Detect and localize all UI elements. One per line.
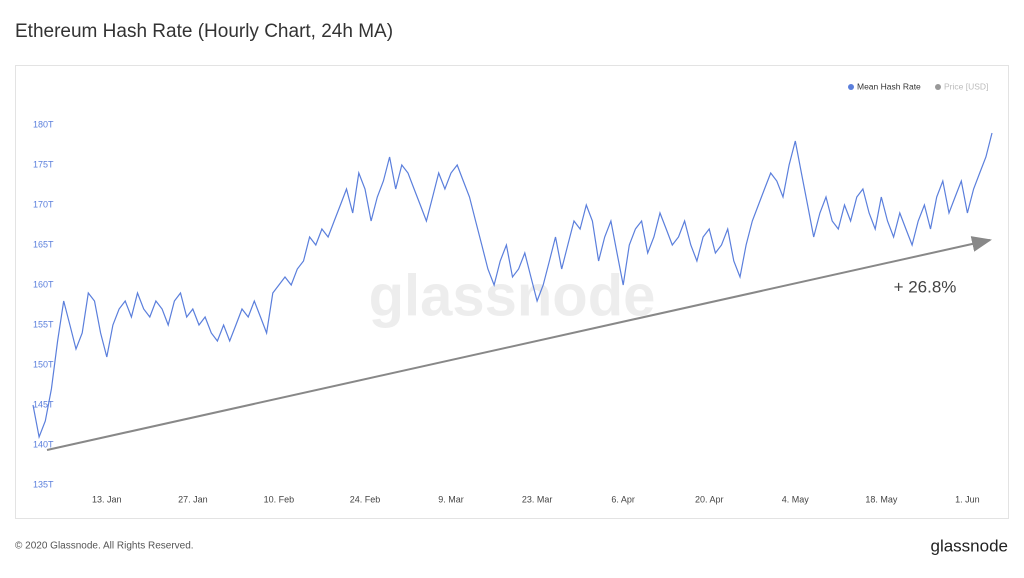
line-series: [32, 132, 993, 440]
y-tick-label: 180T: [33, 119, 54, 129]
y-tick-label: 145T: [33, 399, 54, 409]
footer: © 2020 Glassnode. All Rights Reserved.: [15, 541, 194, 552]
x-tick-label: 24. Feb: [350, 494, 381, 504]
legend-label[interactable]: Mean Hash Rate: [857, 81, 921, 91]
y-tick-label: 150T: [33, 359, 54, 369]
legend-label[interactable]: Price [USD]: [944, 81, 988, 91]
x-tick-label: 13. Jan: [92, 494, 122, 504]
legend-swatch: [935, 84, 941, 90]
y-tick-label: 160T: [33, 279, 54, 289]
y-tick-label: 170T: [33, 199, 54, 209]
x-tick-label: 4. May: [782, 494, 810, 504]
chart-frame: [15, 65, 1009, 519]
chart-title: Ethereum Hash Rate (Hourly Chart, 24h MA…: [15, 21, 393, 42]
brand: glassnode: [930, 536, 1008, 555]
x-tick-label: 6. Apr: [611, 494, 635, 504]
x-tick-label: 9. Mar: [438, 494, 464, 504]
annotation: + 26.8%: [894, 277, 957, 296]
x-tick-label: 1. Jun: [955, 494, 980, 504]
x-tick-label: 23. Mar: [522, 494, 553, 504]
x-tick-label: 27. Jan: [178, 494, 208, 504]
trend-arrow: [46, 236, 992, 451]
y-tick-label: 155T: [33, 319, 54, 329]
y-tick-label: 175T: [33, 159, 54, 169]
x-tick-label: 10. Feb: [264, 494, 295, 504]
y-tick-label: 165T: [33, 239, 54, 249]
y-tick-label: 140T: [33, 439, 54, 449]
x-tick-label: 20. Apr: [695, 494, 724, 504]
x-tick-label: 18. May: [865, 494, 898, 504]
y-tick-label: 135T: [33, 479, 54, 489]
legend-swatch: [848, 84, 854, 90]
